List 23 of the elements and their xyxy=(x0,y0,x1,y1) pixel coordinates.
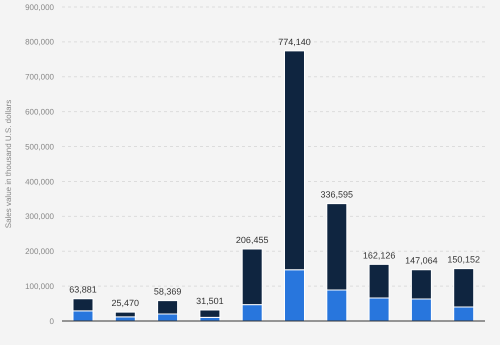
total-label: 162,126 xyxy=(362,250,396,260)
y-tick-label: 0 xyxy=(50,316,55,326)
total-label: 206,455 xyxy=(236,234,268,245)
bar xyxy=(114,312,136,318)
y-tick-label: 500,000 xyxy=(25,142,55,152)
total-label: 150,152 xyxy=(447,254,480,265)
total-label: 336,595 xyxy=(320,190,354,200)
bar xyxy=(199,310,220,318)
total-label: 147,064 xyxy=(405,256,438,266)
total-label: 31,501 xyxy=(196,296,224,306)
total-label: 63,881 xyxy=(69,284,97,295)
y-tick-label: 100,000 xyxy=(25,282,55,291)
y-tick-label: 900,000 xyxy=(25,2,55,12)
y-tick-label: 400,000 xyxy=(25,177,55,186)
y-tick-label: 800,000 xyxy=(25,38,55,47)
total-label: 25,470 xyxy=(112,298,140,308)
y-tick-label: 700,000 xyxy=(25,72,55,82)
y-tick-label: 300,000 xyxy=(25,212,55,222)
total-label: 774,140 xyxy=(278,36,311,47)
y-tick-label: 600,000 xyxy=(25,108,55,117)
total-label: 58,369 xyxy=(154,286,182,297)
y-axis-title: Sales value in thousand U.S. dollars xyxy=(4,100,13,228)
y-tick-label: 200,000 xyxy=(25,247,55,256)
